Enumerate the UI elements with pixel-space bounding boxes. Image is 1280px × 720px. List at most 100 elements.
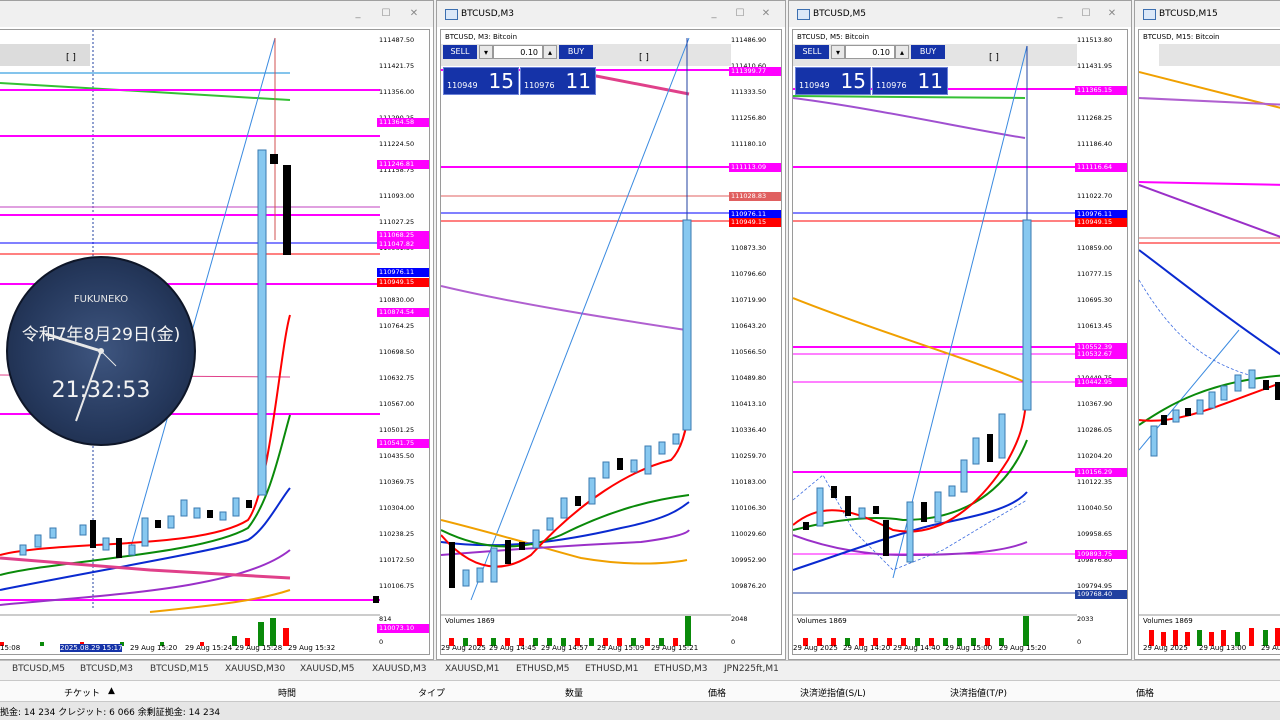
buy-button[interactable]: BUY <box>559 45 593 59</box>
ma-line-blue <box>1139 249 1280 356</box>
price-level-label: 111113.09 <box>729 163 781 172</box>
price-tick-label: 110695.30 <box>1077 296 1113 304</box>
col-volume[interactable]: 数量 <box>565 689 584 699</box>
maximize-icon[interactable]: ☐ <box>1081 8 1091 19</box>
price-level-label: 111068.25 <box>377 231 429 240</box>
second-hand <box>100 350 117 367</box>
lot-increase-button[interactable]: ▴ <box>543 45 557 59</box>
chart-tab[interactable]: ETHUSD,M1 <box>585 664 639 674</box>
price-chart-canvas: [ ] <box>441 37 731 646</box>
volume-bars <box>803 616 1029 646</box>
price-chart[interactable]: BTCUSD, M5: Bitcoin [ ] <box>792 29 1128 655</box>
chart-window-btcusd-m15[interactable]: BTCUSD,M15 BTCUSD, M15: Bitcoin <box>1134 0 1280 660</box>
maximize-icon[interactable]: ☐ <box>735 8 745 19</box>
price-tick-label: 110764.25 <box>379 322 415 330</box>
maximize-icon[interactable]: ☐ <box>381 8 391 19</box>
candle <box>1248 369 1256 389</box>
price-level-label: 110874.54 <box>377 308 429 317</box>
time-tick-label: 29 Aug 15:00 <box>945 644 993 652</box>
price-tick-label: 111513.80 <box>1077 36 1113 44</box>
sell-button[interactable]: SELL <box>443 45 477 59</box>
price-chart-canvas <box>1139 44 1280 646</box>
price-tick-label: 111180.10 <box>731 140 767 148</box>
price-chart[interactable]: BTCUSD, M3: Bitcoin [ ] <box>440 29 782 655</box>
chart-tab[interactable]: ETHUSD,M3 <box>654 664 708 674</box>
price-tick-label: 110489.80 <box>731 374 767 382</box>
price-level-label: 110949.15 <box>377 278 429 287</box>
clock-time: 21:32:53 <box>51 378 151 403</box>
candle <box>858 507 866 519</box>
chart-tab[interactable]: ETHUSD,M5 <box>516 664 570 674</box>
candle <box>672 433 680 445</box>
price-tick-label: 110040.50 <box>1077 504 1113 512</box>
minimize-icon[interactable]: _ <box>1057 8 1063 19</box>
sell-price-small: 110949 <box>799 81 830 90</box>
chart-window-btcusd-m5[interactable]: BTCUSD,M5 _ ☐ ✕ BTCUSD, M5: Bitcoin [ ] <box>788 0 1132 660</box>
time-tick-label: 29 Aug 15:32 <box>288 644 336 652</box>
price-tick-label: 111027.25 <box>379 218 415 226</box>
price-tick-label: 110172.50 <box>379 556 415 564</box>
window-titlebar[interactable]: BTCUSD,M5 _ ☐ ✕ <box>789 1 1131 27</box>
time-tick-label: 29 Aug 15:20 <box>130 644 178 652</box>
lot-increase-button[interactable]: ▴ <box>895 45 909 59</box>
lot-size-input[interactable]: 0.10 <box>845 45 895 59</box>
window-titlebar[interactable]: _ ☐ ✕ <box>0 1 433 27</box>
chart-tab[interactable]: BTCUSD,M15 <box>150 664 209 674</box>
candle <box>116 538 122 558</box>
clock-brand: FUKUNEKO <box>73 294 129 305</box>
close-icon[interactable]: ✕ <box>409 8 419 19</box>
buy-price-box[interactable]: 110976 11 <box>872 67 948 95</box>
chart-tab[interactable]: XAUUSD,M5 <box>300 664 355 674</box>
sell-price-box[interactable]: 110949 15 <box>795 67 871 95</box>
candle <box>449 542 455 588</box>
chart-symbol-label: BTCUSD, M3: Bitcoin <box>445 33 518 41</box>
minimize-icon[interactable]: _ <box>711 8 717 19</box>
candle <box>816 487 824 527</box>
window-titlebar[interactable]: BTCUSD,M15 <box>1135 1 1280 27</box>
ma-line-violet <box>441 285 687 331</box>
close-icon[interactable]: ✕ <box>761 8 771 19</box>
buy-button[interactable]: BUY <box>911 45 945 59</box>
chart-tab[interactable]: XAUUSD,M3 <box>372 664 427 674</box>
ma-line-purple <box>441 529 690 556</box>
col-price[interactable]: 価格 <box>708 689 727 699</box>
candle <box>128 544 136 556</box>
col-type[interactable]: タイプ <box>418 689 446 699</box>
chart-tab[interactable]: JPN225ft,M1 <box>724 664 779 674</box>
col-sl[interactable]: 決済逆指値(S/L) <box>800 689 866 699</box>
price-tick-label: 111093.00 <box>379 192 415 200</box>
col-time[interactable]: 時間 <box>278 689 297 699</box>
sell-price-box[interactable]: 110949 15 <box>443 67 519 95</box>
col-ticket[interactable]: チケット <box>64 689 101 699</box>
chart-tab[interactable]: BTCUSD,M3 <box>80 664 134 674</box>
col-price-current[interactable]: 価格 <box>1136 689 1155 699</box>
candle <box>588 477 596 505</box>
col-tp[interactable]: 決済指値(T/P) <box>950 689 1007 699</box>
price-tick-label: 111224.50 <box>379 140 415 148</box>
candle <box>155 520 161 528</box>
volume-min-label: 0 <box>379 638 384 646</box>
buy-price-big: 11 <box>565 69 591 93</box>
price-chart[interactable]: BTCUSD, M15: Bitcoin <box>1138 29 1280 655</box>
window-titlebar[interactable]: BTCUSD,M3 _ ☐ ✕ <box>437 1 785 27</box>
candles <box>1150 369 1280 457</box>
volumes-label: Volumes 1869 <box>797 617 847 625</box>
lot-decrease-button[interactable]: ▾ <box>831 45 845 59</box>
chart-tab[interactable]: XAUUSD,M30 <box>225 664 286 674</box>
buy-price-box[interactable]: 110976 11 <box>520 67 596 95</box>
minimize-icon[interactable]: _ <box>355 8 361 19</box>
chart-window-btcusd-m3[interactable]: BTCUSD,M3 _ ☐ ✕ BTCUSD, M3: Bitcoin [ ] <box>436 0 786 660</box>
candle <box>102 537 110 551</box>
ma-line-pink-thick <box>590 73 690 96</box>
candle <box>658 441 666 455</box>
lot-size-input[interactable]: 0.10 <box>493 45 543 59</box>
candle <box>906 501 914 563</box>
price-tick-label: 111333.50 <box>731 88 767 96</box>
sell-button[interactable]: SELL <box>795 45 829 59</box>
close-icon[interactable]: ✕ <box>1107 8 1117 19</box>
chart-tab[interactable]: XAUUSD,M1 <box>445 664 500 674</box>
candle <box>575 496 581 506</box>
chart-tab[interactable]: BTCUSD,M5 <box>12 664 66 674</box>
price-tick-label: 110435.50 <box>379 452 415 460</box>
lot-decrease-button[interactable]: ▾ <box>479 45 493 59</box>
